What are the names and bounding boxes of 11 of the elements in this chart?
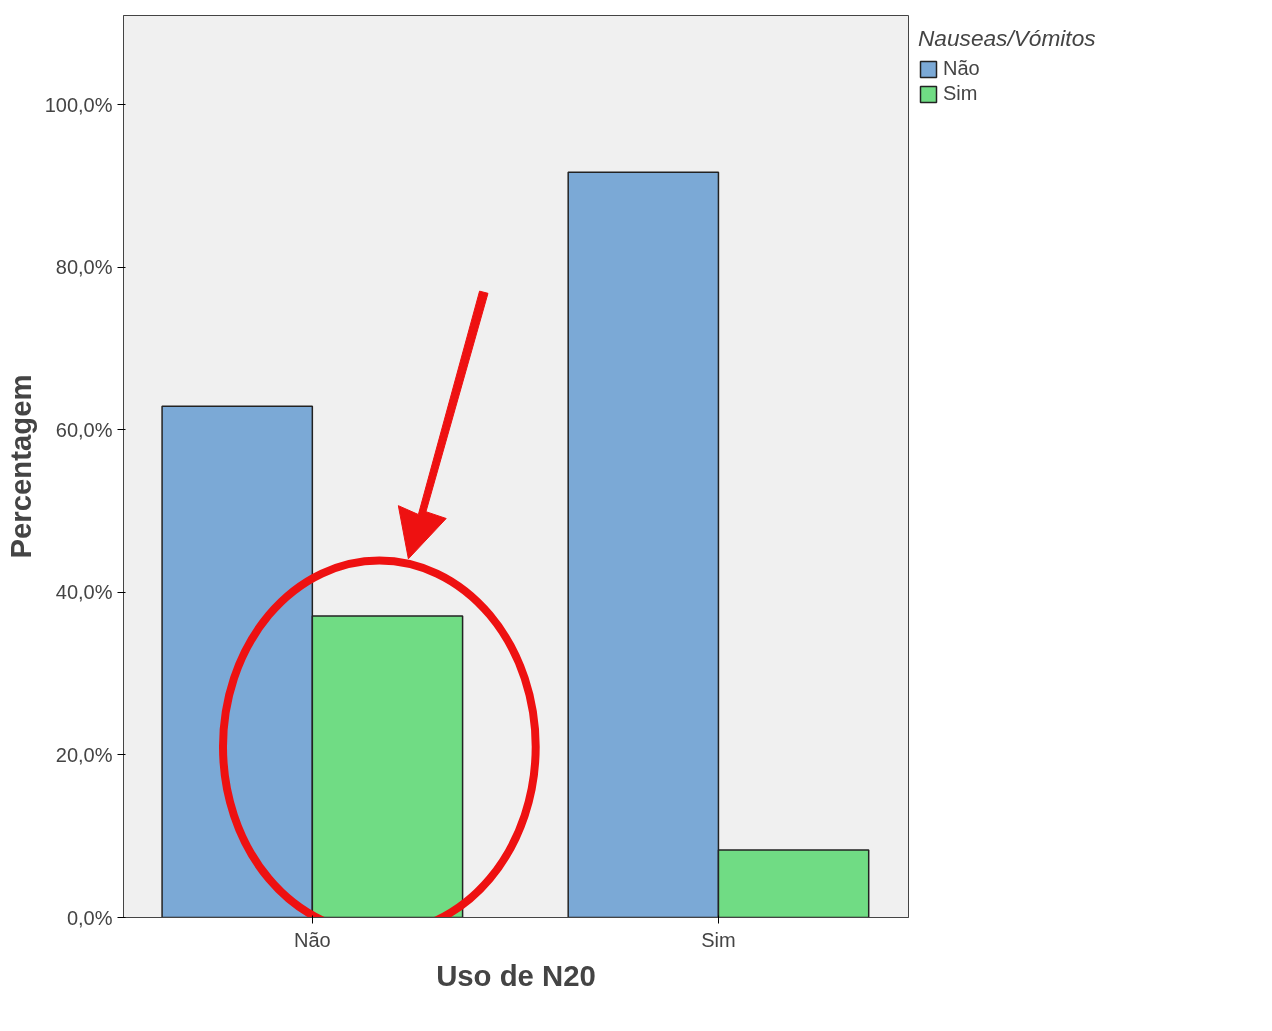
y-tick-label: 40,0% bbox=[55, 581, 113, 604]
legend-label: Sim bbox=[943, 82, 978, 105]
y-tick-label: 0,0% bbox=[66, 906, 113, 929]
y-axis-title: Percentagem bbox=[3, 374, 37, 559]
y-tick-label: 100,0% bbox=[44, 93, 113, 116]
legend-label: Não bbox=[943, 57, 980, 80]
legend-title: Nauseas/Vómitos bbox=[918, 25, 1096, 52]
y-tick-label: 60,0% bbox=[55, 418, 113, 441]
y-tick-label: 20,0% bbox=[55, 743, 113, 766]
y-tick-label: 80,0% bbox=[55, 256, 113, 279]
x-axis-title: Uso de N20 bbox=[436, 958, 596, 992]
